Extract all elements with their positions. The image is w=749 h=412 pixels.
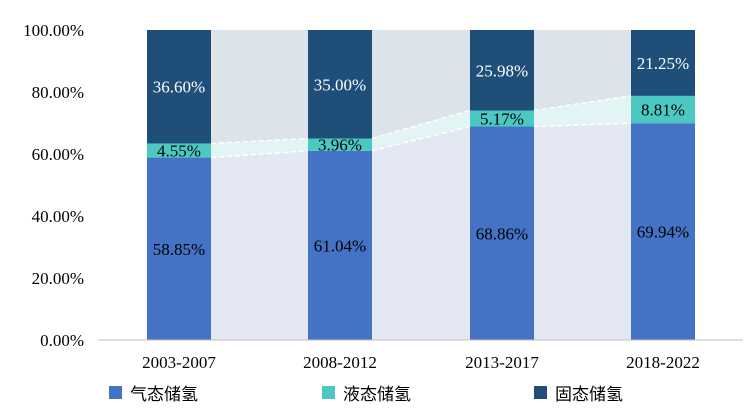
x-tick-label-4: 2018-2022 <box>626 353 700 372</box>
legend-label-liquid: 液态储氢 <box>343 384 411 405</box>
data-label-2-3: 5.17% <box>480 110 524 129</box>
x-axis-tick-labels: 2003-2007 2008-2012 2013-2017 2018-2022 <box>142 353 700 372</box>
legend-item-liquid: 液态储氢 <box>322 380 411 405</box>
bar-segment-3-3 <box>470 30 534 111</box>
data-label-1-4: 69.94% <box>637 223 689 242</box>
bar-segment-2-2 <box>308 138 372 151</box>
y-tick-label-3: 40.00% <box>32 207 84 226</box>
series-connector-bands <box>210 30 632 340</box>
connector-band-1-3 <box>534 123 631 340</box>
y-axis-tick-labels: 0.00% 20.00% 40.00% 60.00% 80.00% 100.00% <box>23 21 84 350</box>
legend-item-gas: 气态储氢 <box>109 380 198 405</box>
bar-segment-2-1 <box>147 143 211 158</box>
data-label-2-4: 8.81% <box>641 101 685 120</box>
y-tick-label-5: 80.00% <box>32 83 84 102</box>
bar-segment-3-4 <box>631 30 695 96</box>
connector-band-3-1 <box>211 30 308 144</box>
data-label-2-1: 4.55% <box>157 142 201 161</box>
data-label-1-1: 58.85% <box>153 240 205 259</box>
legend-swatch-solid <box>534 385 547 399</box>
connector-band-1-1 <box>211 150 308 340</box>
connector-band-1-2 <box>372 126 470 340</box>
connector-band-2-2 <box>372 110 470 151</box>
y-tick-label-1: 0.00% <box>40 331 84 350</box>
bar-segment-1-2 <box>308 150 372 340</box>
bar-segment-2-3 <box>470 110 534 127</box>
data-label-3-3: 25.98% <box>476 61 528 80</box>
connector-line-2-3 <box>533 95 632 112</box>
connector-band-2-1 <box>211 138 308 158</box>
bar-segment-3-2 <box>308 30 372 139</box>
connector-band-3-2 <box>372 30 470 139</box>
x-tick-label-3: 2013-2017 <box>465 353 539 372</box>
data-label-3-2: 35.00% <box>314 75 366 94</box>
bar-series <box>147 30 695 340</box>
connector-line-1-1 <box>210 150 309 159</box>
data-label-1-2: 61.04% <box>314 236 366 255</box>
y-tick-label-2: 20.00% <box>32 269 84 288</box>
data-labels: 58.85% 4.55% 36.60% 61.04% 3.96% 35.00% 68.86%… <box>153 54 689 259</box>
connector-line-2-1 <box>210 137 309 145</box>
legend-label-solid: 固态储氢 <box>555 384 623 405</box>
bar-segment-1-4 <box>631 123 695 340</box>
legend-swatch-liquid <box>322 385 335 399</box>
legend: 气态储氢 液态储氢 固态储氢 <box>0 380 749 408</box>
data-label-2-2: 3.96% <box>318 136 362 155</box>
legend-item-solid: 固态储氢 <box>534 380 623 405</box>
y-tick-label-6: 100.00% <box>23 21 84 40</box>
connector-line-2-2 <box>371 109 471 140</box>
data-label-1-3: 68.86% <box>476 224 528 243</box>
x-tick-label-2: 2008-2012 <box>303 353 377 372</box>
bar-segment-2-4 <box>631 95 695 124</box>
bar-segment-3-1 <box>147 30 211 144</box>
data-label-3-1: 36.60% <box>153 78 205 97</box>
legend-label-gas: 气态储氢 <box>130 384 198 405</box>
legend-swatch-gas <box>109 385 122 399</box>
connector-line-1-2 <box>371 125 471 152</box>
connector-band-3-3 <box>534 30 631 111</box>
bar-segment-1-1 <box>147 157 211 340</box>
connector-line-1-3 <box>533 122 632 128</box>
y-tick-label-4: 60.00% <box>32 145 84 164</box>
connector-band-2-3 <box>534 95 631 127</box>
x-tick-label-1: 2003-2007 <box>142 353 216 372</box>
bar-segment-1-3 <box>470 126 534 340</box>
data-label-3-4: 21.25% <box>637 54 689 73</box>
